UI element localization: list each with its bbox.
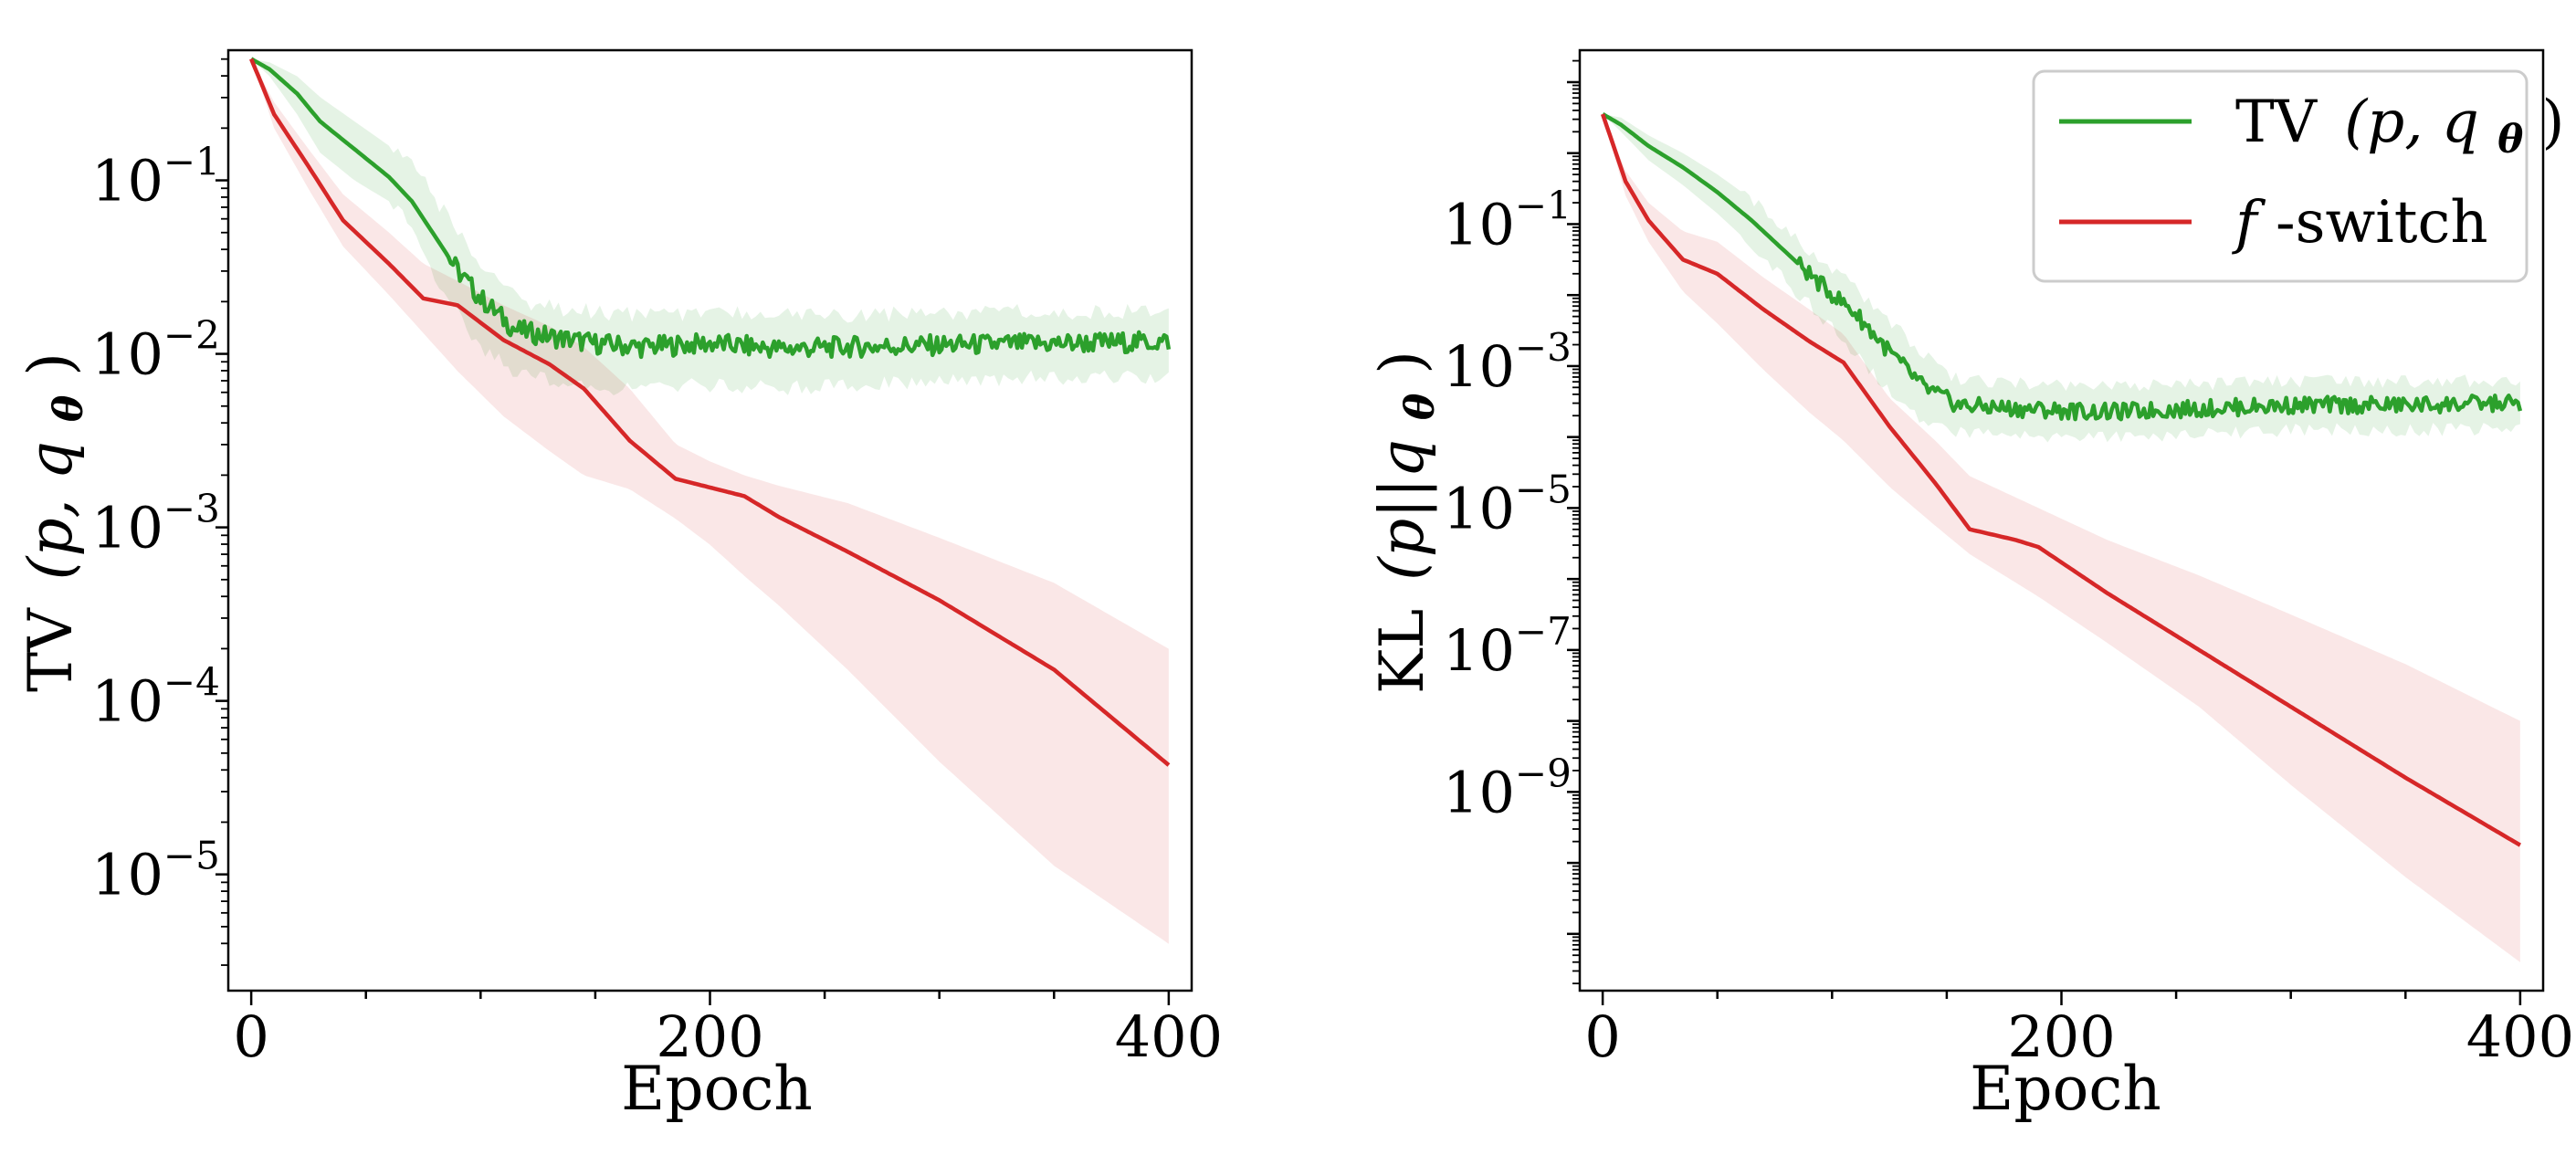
tv-panel-y-tick-base: 10 — [91, 148, 163, 215]
kl-panel-bands — [1603, 114, 2520, 962]
kl-panel-y-tick-label: 10−9 — [1443, 751, 1572, 825]
tv-panel-y-tick-exponent: −4 — [163, 660, 220, 705]
legend-label-tv: TV (p, q θ ) — [2235, 89, 2565, 167]
tv-panel-y-tick-base: 10 — [91, 321, 163, 388]
kl-panel-y-tick-exponent: −9 — [1515, 751, 1572, 795]
legend-label-fswitch: f -switch — [2232, 189, 2488, 257]
legend-label-tv-args: (p, q — [2344, 89, 2479, 156]
kl-panel-x-axis-title: Epoch — [1970, 1054, 2161, 1124]
tv-panel-x-tick-label: 400 — [1115, 1003, 1223, 1070]
tv-panel-fswitch-band — [251, 58, 1169, 944]
kl-panel-y-tick-base: 10 — [1443, 617, 1515, 684]
kl-panel-y-tick-exponent: −3 — [1515, 325, 1572, 370]
kl-panel-x-tick-label: 200 — [2007, 1003, 2115, 1070]
kl-panel-y-tick-exponent: −1 — [1515, 183, 1572, 227]
legend-label-tv-prefix: TV — [2235, 89, 2318, 156]
kl-panel-y-tick-label: 10−7 — [1443, 609, 1572, 684]
tv-panel-y-tick-exponent: −2 — [163, 313, 220, 358]
legend-label-tv-sub: θ — [2497, 117, 2523, 162]
kl-panel-y-axis-title: KL (p||q θ ) — [1367, 351, 1448, 694]
kl-panel-y-tick-base: 10 — [1443, 759, 1515, 825]
kl-panel-y-tick-exponent: −7 — [1515, 609, 1572, 654]
tv-panel-y-tick-base: 10 — [91, 842, 163, 908]
tv-panel-y-tick-label: 10−3 — [91, 487, 220, 562]
kl-panel-y-title-close: ) — [1367, 351, 1437, 374]
legend: TV (p, q θ ) f -switch — [2032, 69, 2565, 283]
kl-panel-y-title-name: KL — [1367, 609, 1437, 694]
kl-panel-y-tick-label: 10−3 — [1443, 325, 1572, 400]
kl-panel-tv-band — [1603, 114, 2520, 443]
kl-panel-y-title-args: (p||q — [1367, 439, 1437, 581]
kl-panel-y-tick-exponent: −5 — [1515, 467, 1572, 511]
kl-panel-fswitch-line — [1600, 113, 2521, 847]
tv-panel-y-tick-base: 10 — [91, 668, 163, 735]
kl-panel-y-tick-label: 10−1 — [1443, 183, 1572, 257]
tv-panel-y-title-args: (p, q — [16, 441, 86, 580]
kl-panel-y-tick-base: 10 — [1443, 475, 1515, 541]
legend-label-tv-close: ) — [2542, 89, 2565, 156]
tv-panel-y-tick-label: 10−4 — [91, 660, 220, 735]
tv-panel-y-tick-label: 10−5 — [91, 834, 220, 908]
tv-panel-tv-line — [250, 57, 1172, 360]
tv-panel-y-tick-exponent: −3 — [163, 487, 220, 531]
tv-panel-y-tick-exponent: −1 — [163, 140, 220, 184]
kl-panel-tv-line — [1602, 112, 2523, 422]
legend-label-fswitch-rest: -switch — [2276, 189, 2488, 257]
tv-panel-y-title-sub: θ — [46, 394, 92, 422]
tv-panel-y-tick-label: 10−2 — [91, 313, 220, 388]
kl-panel-y-tick-base: 10 — [1443, 191, 1515, 257]
legend-label-fswitch-prefix: f — [2232, 189, 2266, 257]
kl-panel-y-title-sub: θ — [1397, 393, 1444, 420]
tv-panel-y-axis-title: TV (p, q θ ) — [16, 352, 97, 692]
tv-panel-y-title-name: TV — [16, 607, 86, 692]
tv-panel-x-tick-label: 200 — [656, 1003, 763, 1070]
kl-panel-y-tick-label: 10−5 — [1443, 467, 1572, 541]
tv-panel-fswitch-line — [249, 58, 1171, 767]
kl-panel-y-tick-base: 10 — [1443, 333, 1515, 400]
tv-panel-y-tick-exponent: −5 — [163, 834, 220, 878]
tv-panel-y-tick-label: 10−1 — [91, 140, 220, 215]
kl-panel-fswitch-band — [1603, 114, 2520, 962]
kl-panel-lines — [1600, 112, 2523, 847]
kl-panel-x-tick-label: 400 — [2466, 1003, 2574, 1070]
tv-panel-bands — [251, 58, 1169, 944]
tv-panel-y-title-close: ) — [16, 352, 86, 376]
tv-panel-x-axis-title: Epoch — [621, 1054, 813, 1124]
tv-panel-tv-band — [251, 58, 1169, 395]
tv-panel-x-tick-label: 0 — [233, 1003, 268, 1070]
kl-panel-x-tick-label: 0 — [1584, 1003, 1620, 1070]
tv-panel-y-tick-base: 10 — [91, 495, 163, 562]
tv-panel-lines — [249, 57, 1172, 767]
